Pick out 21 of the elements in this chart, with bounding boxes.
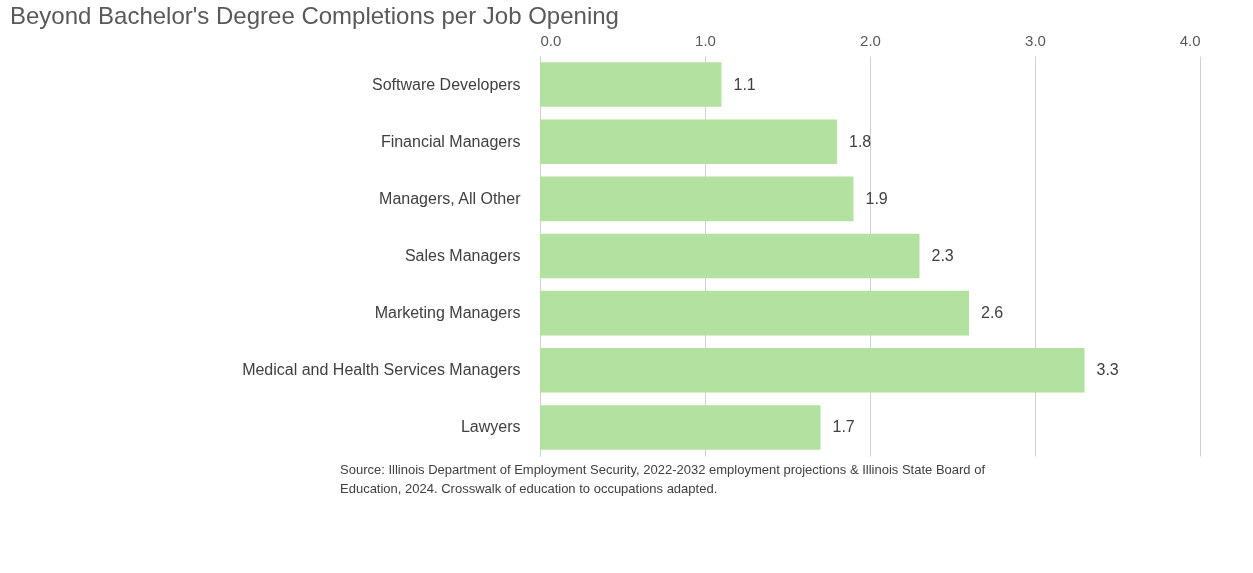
x-tick-label: 4.0 (1179, 31, 1201, 49)
source-note: Source: Illinois Department of Employment Security, 2022-2032 employment projections & Illinois State Board of Education, 2024. Crosswalk of education to occupations adapted. (340, 462, 986, 496)
x-tick-label: 0.0 (540, 31, 562, 49)
y-tick-label: Sales Managers (404, 247, 521, 264)
data-label: 2.3 (931, 247, 954, 264)
data-label: 1.1 (733, 75, 756, 93)
data-label: 1.7 (832, 418, 855, 436)
y-tick-label: Lawyers (460, 418, 521, 436)
y-tick-label: Financial Managers (380, 132, 521, 150)
data-label: 2.6 (981, 304, 1004, 322)
data-label: 1.8 (849, 132, 872, 150)
y-tick-label: Software Developers (371, 75, 521, 93)
y-tick-label: Managers, All Other (379, 189, 522, 207)
text: Beyond Bachelor's Degree Completions per Job Opening (10, 2, 619, 29)
x-tick-label: 1.0 (695, 31, 716, 49)
data-label: 3.3 (1096, 361, 1119, 379)
data-label: 1.9 (865, 189, 888, 207)
x-tick-label: 2.0 (860, 31, 881, 49)
y-tick-label: Medical and Health Services Managers (242, 361, 521, 379)
x-tick-label: 3.0 (1025, 31, 1046, 49)
y-tick-label: Marketing Managers (374, 304, 521, 322)
